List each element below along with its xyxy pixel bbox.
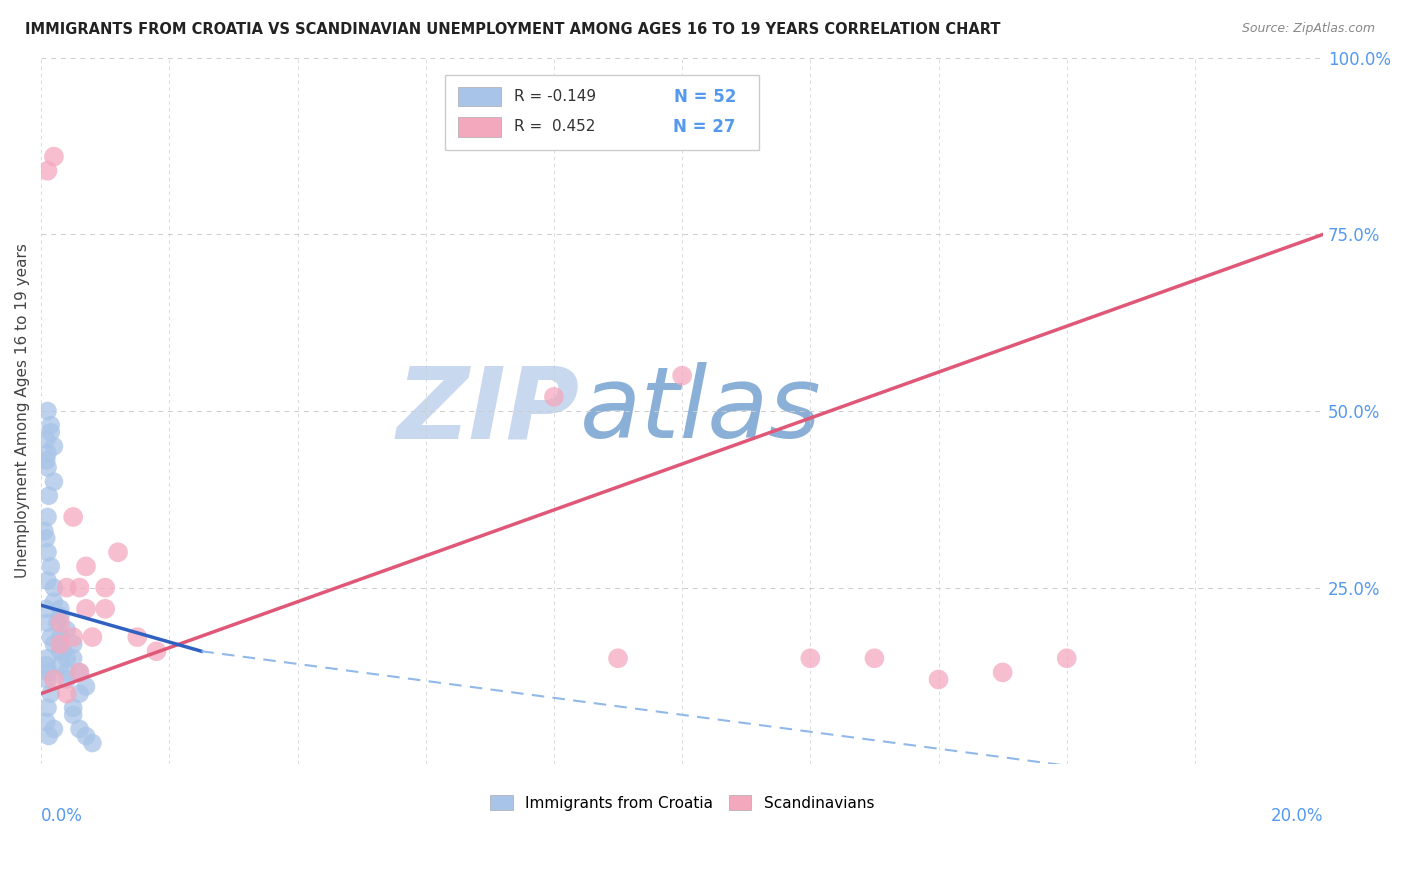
Point: [52, 644, 75, 658]
Text: N = 27: N = 27: [673, 118, 735, 136]
Point: [35, 453, 58, 467]
Point: [37, 615, 59, 630]
Point: [42, 475, 65, 489]
Point: [55, 673, 77, 687]
Point: [37, 574, 59, 588]
Text: IMMIGRANTS FROM CROATIA VS SCANDINAVIAN UNEMPLOYMENT AMONG AGES 16 TO 19 YEARS C: IMMIGRANTS FROM CROATIA VS SCANDINAVIAN …: [25, 22, 1001, 37]
Text: N = 52: N = 52: [673, 87, 735, 105]
Point: [69, 581, 91, 595]
Point: [607, 651, 630, 665]
Point: [928, 673, 950, 687]
Point: [49, 608, 72, 623]
Point: [62, 700, 84, 714]
Point: [543, 390, 565, 404]
Point: [62, 707, 84, 722]
Legend: Immigrants from Croatia, Scandinavians: Immigrants from Croatia, Scandinavians: [484, 789, 880, 817]
Text: R =  0.452: R = 0.452: [515, 120, 596, 135]
Point: [55, 623, 77, 637]
Point: [799, 651, 821, 665]
Point: [35, 714, 58, 729]
Point: [37, 460, 59, 475]
Point: [75, 729, 97, 743]
Point: [75, 680, 97, 694]
FancyBboxPatch shape: [458, 117, 502, 136]
Point: [35, 432, 58, 446]
Text: atlas: atlas: [579, 362, 821, 459]
Point: [863, 651, 886, 665]
Point: [127, 630, 149, 644]
Point: [37, 673, 59, 687]
Point: [94, 581, 117, 595]
Point: [37, 404, 59, 418]
Point: [38, 665, 60, 680]
Point: [35, 602, 58, 616]
FancyBboxPatch shape: [444, 75, 759, 150]
Point: [62, 630, 84, 644]
Point: [42, 581, 65, 595]
Point: [75, 602, 97, 616]
Point: [62, 637, 84, 651]
Point: [62, 510, 84, 524]
Text: ZIP: ZIP: [396, 362, 579, 459]
Point: [991, 665, 1014, 680]
Point: [37, 700, 59, 714]
Point: [37, 651, 59, 665]
Point: [145, 644, 167, 658]
Point: [49, 615, 72, 630]
Point: [49, 637, 72, 651]
Point: [69, 665, 91, 680]
Point: [38, 489, 60, 503]
Point: [37, 510, 59, 524]
Point: [39, 559, 62, 574]
Y-axis label: Unemployment Among Ages 16 to 19 years: Unemployment Among Ages 16 to 19 years: [15, 244, 30, 578]
Point: [75, 559, 97, 574]
Point: [46, 615, 69, 630]
Point: [38, 729, 60, 743]
Point: [42, 595, 65, 609]
Point: [39, 630, 62, 644]
Point: [42, 637, 65, 651]
Point: [82, 736, 104, 750]
Point: [42, 439, 65, 453]
Text: R = -0.149: R = -0.149: [515, 89, 596, 104]
Point: [39, 425, 62, 439]
Point: [69, 722, 91, 736]
Point: [1056, 651, 1078, 665]
Point: [39, 687, 62, 701]
Point: [107, 545, 129, 559]
Point: [35, 658, 58, 673]
Point: [37, 163, 59, 178]
Point: [39, 418, 62, 433]
Point: [49, 658, 72, 673]
Point: [37, 545, 59, 559]
Point: [62, 651, 84, 665]
Point: [42, 150, 65, 164]
Text: 0.0%: 0.0%: [41, 806, 83, 825]
Point: [94, 602, 117, 616]
Point: [82, 630, 104, 644]
Point: [42, 673, 65, 687]
Point: [34, 524, 56, 538]
FancyBboxPatch shape: [458, 87, 502, 106]
Point: [55, 651, 77, 665]
Point: [35, 531, 58, 545]
Point: [55, 581, 77, 595]
Point: [49, 602, 72, 616]
Point: [55, 665, 77, 680]
Point: [69, 665, 91, 680]
Point: [671, 368, 693, 383]
Text: 20.0%: 20.0%: [1271, 806, 1323, 825]
Point: [49, 644, 72, 658]
Point: [55, 687, 77, 701]
Point: [42, 722, 65, 736]
Point: [69, 687, 91, 701]
Point: [49, 630, 72, 644]
Text: Source: ZipAtlas.com: Source: ZipAtlas.com: [1241, 22, 1375, 36]
Point: [37, 446, 59, 460]
